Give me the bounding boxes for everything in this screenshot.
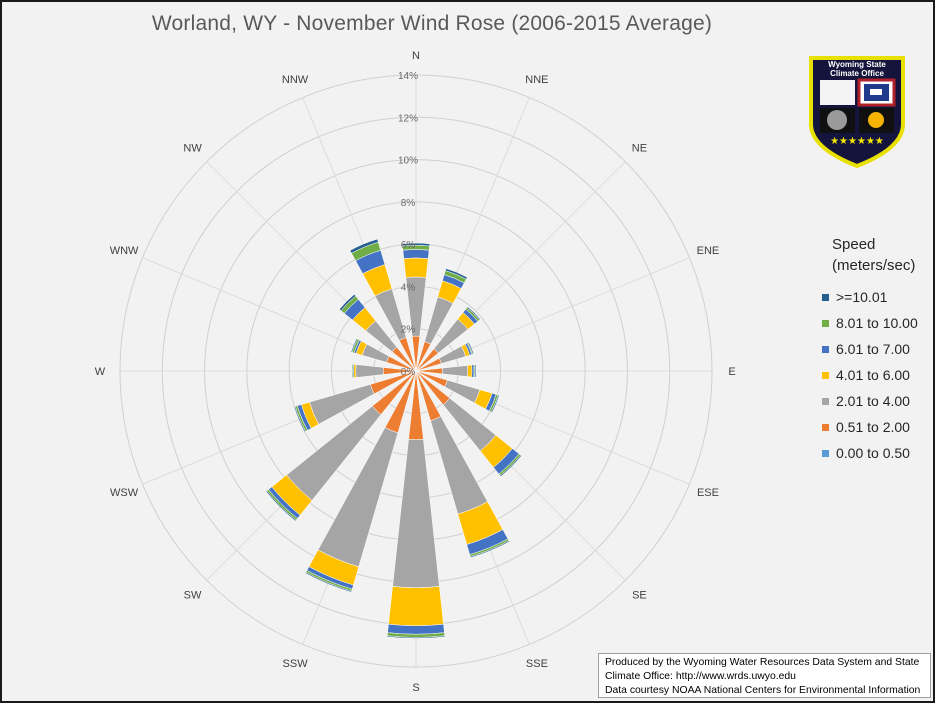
credit-line2: Climate Office: http://www.wrds.uwyo.edu xyxy=(605,671,796,682)
direction-label-ENE: ENE xyxy=(697,245,720,257)
direction-label-E: E xyxy=(728,366,735,378)
credit-line3: Data courtesy NOAA National Centers for … xyxy=(605,685,921,696)
petal-ENE--10-01 xyxy=(467,341,475,355)
petal-S-4-01-to-6-00 xyxy=(388,586,444,626)
petal-WNW--10-01 xyxy=(350,338,358,353)
petal-NNE--10-01 xyxy=(445,268,468,280)
legend-label: 0.00 to 0.50 xyxy=(836,445,910,461)
petal-SE--10-01 xyxy=(499,454,522,477)
legend-label: 2.01 to 4.00 xyxy=(836,393,910,409)
petal-WSW--10-01 xyxy=(293,405,306,433)
legend-items: >=10.01 8.01 to 10.00 6.01 to 7.00 4.01 to … xyxy=(822,284,934,466)
legend-label: 0.51 to 2.00 xyxy=(836,419,910,435)
logo-sun xyxy=(868,112,884,128)
radial-tick-label: 10% xyxy=(398,156,418,167)
legend-title-line1: Speed xyxy=(832,236,876,253)
legend-swatch xyxy=(822,371,829,379)
legend-swatch xyxy=(822,345,829,353)
logo-text-line2: Climate Office xyxy=(830,69,884,78)
logo-panel-rainmap xyxy=(820,80,855,105)
petal-S--10-01 xyxy=(386,635,446,639)
direction-label-WNW: WNW xyxy=(110,245,139,257)
direction-label-SSW: SSW xyxy=(283,658,309,670)
legend-title: Speed (meters/sec) xyxy=(832,234,934,276)
legend-swatch xyxy=(822,397,829,405)
direction-label-W: W xyxy=(95,366,106,378)
petal-NW--10-01 xyxy=(339,294,357,312)
petal-E--10-01 xyxy=(474,364,477,378)
direction-label-NE: NE xyxy=(632,143,647,155)
direction-label-N: N xyxy=(412,50,420,62)
legend-label: 6.01 to 7.00 xyxy=(836,341,910,357)
logo-stars: ★★★★★★ xyxy=(830,136,884,147)
legend-item: >=10.01 xyxy=(822,284,934,310)
legend: Speed (meters/sec) >=10.01 8.01 to 10.00 6… xyxy=(822,234,934,466)
chart-title: Worland, WY - November Wind Rose (2006-2… xyxy=(151,12,713,35)
logo-text-line1: Wyoming State xyxy=(828,60,886,69)
direction-label-NNW: NNW xyxy=(282,74,309,86)
radial-tick-label: 0% xyxy=(401,367,416,378)
petal-SW--10-01 xyxy=(265,490,297,522)
direction-label-SSE: SSE xyxy=(526,658,548,670)
legend-label: 8.01 to 10.00 xyxy=(836,315,918,331)
radial-tick-label: 2% xyxy=(401,325,416,336)
legend-item: 8.01 to 10.00 xyxy=(822,310,934,336)
direction-label-NNE: NNE xyxy=(525,74,548,86)
radial-tick-label: 8% xyxy=(401,198,416,209)
radial-tick-label: 6% xyxy=(401,240,416,251)
radial-tick-label: 14% xyxy=(398,71,418,82)
petal-S-2-01-to-4-00 xyxy=(392,439,440,588)
direction-label-NW: NW xyxy=(183,143,202,155)
direction-label-WSW: WSW xyxy=(110,487,139,499)
direction-label-S: S xyxy=(412,682,419,694)
logo-globe xyxy=(827,110,847,130)
legend-item: 0.00 to 0.50 xyxy=(822,440,934,466)
legend-swatch xyxy=(822,293,829,301)
legend-swatch xyxy=(822,423,829,431)
petal-SSE--10-01 xyxy=(469,540,510,559)
petal-SSW--10-01 xyxy=(304,571,352,593)
petal-E-4-01-to-6-00 xyxy=(467,364,473,378)
petal-ESE--10-01 xyxy=(490,394,500,413)
climate-office-logo: Wyoming State Climate Office ★★★★★★ xyxy=(809,56,905,169)
legend-swatch xyxy=(822,319,829,327)
direction-label-ESE: ESE xyxy=(697,487,719,499)
petal-W-2-01-to-4-00 xyxy=(355,364,384,378)
legend-label: >=10.01 xyxy=(836,289,888,305)
legend-item: 6.01 to 7.00 xyxy=(822,336,934,362)
radial-tick-label: 12% xyxy=(398,113,418,124)
petal-S-6-01-to-7-00 xyxy=(387,624,445,635)
petal-NE--10-01 xyxy=(466,306,481,321)
petal-E-2-01-to-4-00 xyxy=(441,365,469,377)
legend-item: 0.51 to 2.00 xyxy=(822,414,934,440)
petal-N--10-01 xyxy=(401,242,431,247)
logo-flag-bison xyxy=(870,89,882,95)
legend-title-line2: (meters/sec) xyxy=(832,257,916,274)
direction-label-SW: SW xyxy=(184,589,202,601)
petal-W--10-01 xyxy=(350,363,353,379)
direction-label-SE: SE xyxy=(632,589,647,601)
legend-label: 4.01 to 6.00 xyxy=(836,367,910,383)
legend-item: 2.01 to 4.00 xyxy=(822,388,934,414)
legend-swatch xyxy=(822,449,829,457)
petal-N-4-01-to-6-00 xyxy=(403,257,429,278)
legend-item: 4.01 to 6.00 xyxy=(822,362,934,388)
credit-line1: Produced by the Wyoming Water Resources … xyxy=(605,657,920,668)
radial-tick-label: 4% xyxy=(401,282,416,293)
petal-NNW--10-01 xyxy=(349,238,379,254)
credit-box: Produced by the Wyoming Water Resources … xyxy=(598,653,931,698)
